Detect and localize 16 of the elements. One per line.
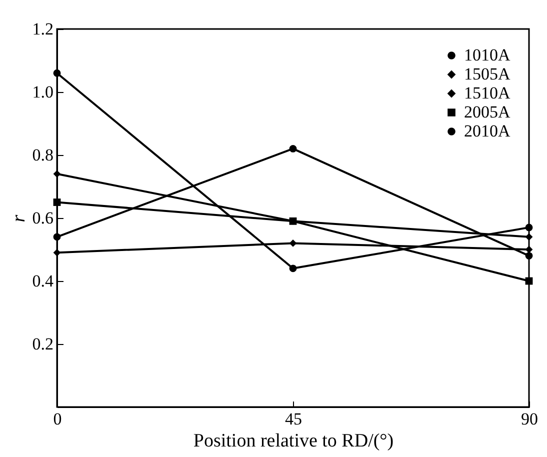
legend-label: 1510A (464, 84, 511, 102)
y-axis-title: r (8, 214, 30, 222)
y-tick-label: 0.4 (32, 272, 54, 290)
y-tick-label: 1.2 (32, 20, 54, 38)
legend-label: 2010A (464, 122, 511, 140)
x-tick-label: 0 (53, 410, 62, 428)
x-axis-title: Position relative to RD/(°) (193, 430, 394, 452)
y-tick-label: 0.2 (32, 334, 54, 354)
x-tick-label: 45 (285, 410, 302, 428)
y-tick-label: 0.6 (32, 208, 54, 228)
x-tick-label: 90 (521, 410, 538, 428)
legend-label: 1505A (464, 64, 511, 84)
legend-label: 1010A (464, 46, 511, 64)
y-tick-label: 0.8 (32, 146, 54, 164)
legend-label: 2005A (464, 102, 511, 122)
y-tick-label: 1.0 (32, 82, 54, 102)
